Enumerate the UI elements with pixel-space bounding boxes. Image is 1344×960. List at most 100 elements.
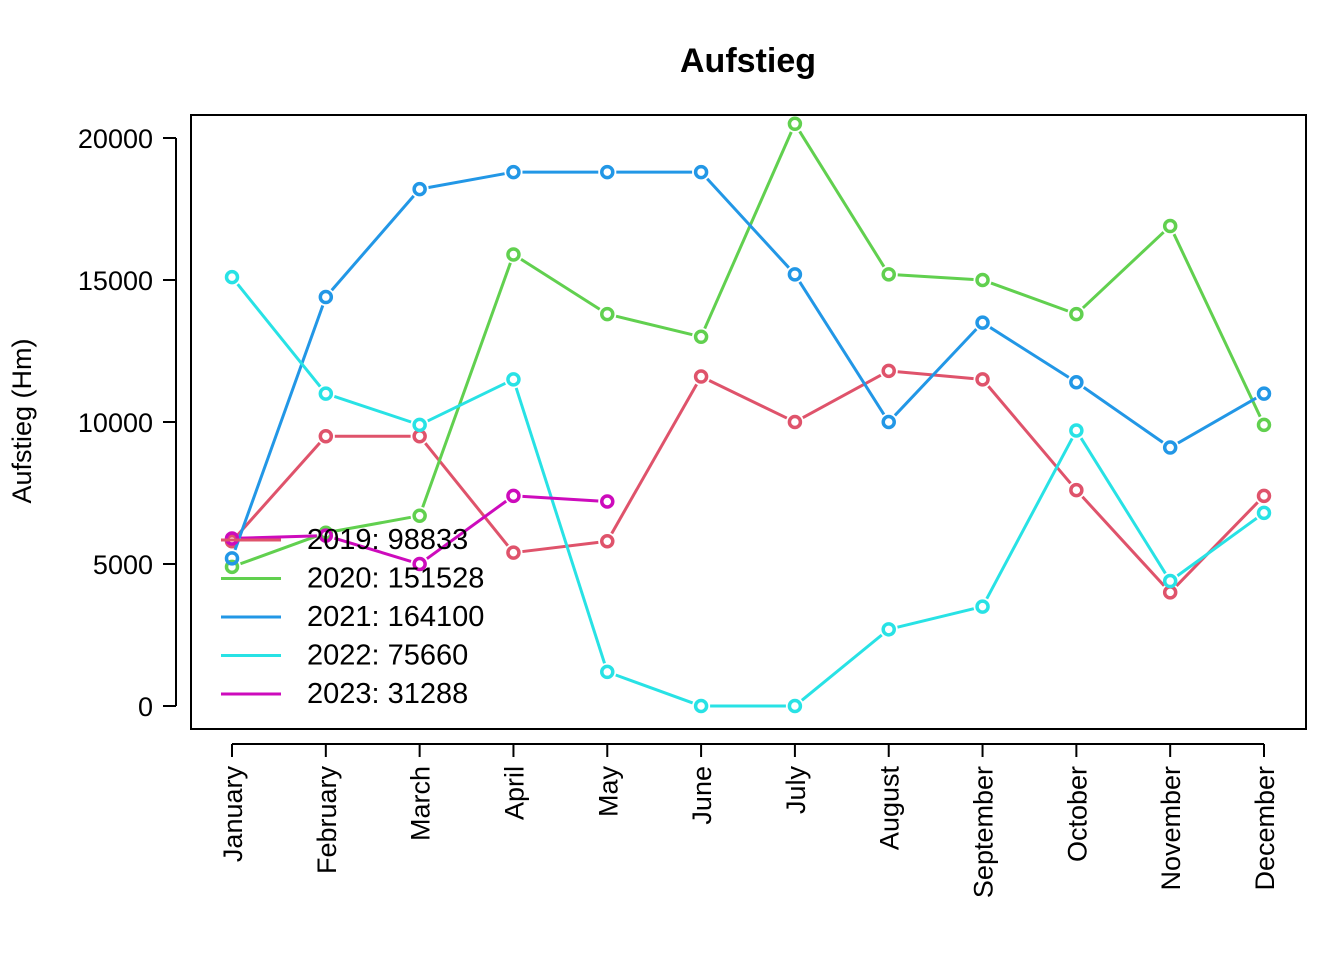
data-point: [693, 369, 709, 384]
series-line-segment: [800, 633, 883, 702]
legend-label: 2020: 151528: [307, 563, 484, 595]
data-point: [600, 534, 615, 549]
y-tick-label: 0: [138, 692, 153, 722]
x-tick-label: October: [1062, 766, 1092, 862]
series-5: [224, 488, 615, 572]
data-point: [1069, 423, 1084, 438]
legend-label: 2021: 164100: [307, 601, 484, 633]
x-tick-label: June: [687, 766, 717, 825]
series-line-segment: [893, 328, 978, 417]
data-point: [693, 164, 709, 180]
series-line-segment: [987, 385, 1072, 485]
data-point: [693, 329, 709, 345]
data-point: [506, 164, 521, 180]
series-line-segment: [615, 673, 694, 705]
series-line-segment: [514, 387, 606, 664]
series-line-segment: [610, 383, 698, 535]
series-line-segment: [1082, 386, 1164, 444]
data-point: [412, 508, 427, 523]
data-point: [975, 272, 990, 288]
data-point: [1256, 505, 1272, 521]
series-line-segment: [240, 534, 317, 540]
data-point: [600, 664, 615, 680]
series-3: [224, 164, 1272, 566]
series-line-segment: [522, 494, 599, 503]
series-line-segment: [1079, 437, 1167, 575]
series-line-segment: [1172, 233, 1262, 418]
series-line-segment: [421, 262, 512, 508]
data-point: [1069, 306, 1084, 322]
legend-label: 2023: 31288: [307, 678, 468, 710]
series-line-segment: [802, 373, 882, 420]
x-axis: January February March April May June July Augu…: [218, 743, 1280, 898]
data-point: [506, 247, 521, 262]
y-tick-label: 15000: [78, 266, 153, 296]
series-line-segment: [798, 281, 886, 416]
data-point: [1069, 482, 1084, 498]
data-point: [881, 267, 896, 282]
data-point: [881, 414, 896, 430]
data-point: [693, 698, 709, 714]
legend: 2019: 98833 2020: 151528 2021: 164100 2022:…: [221, 524, 484, 710]
x-tick-label: April: [499, 766, 529, 820]
series-line-segment: [897, 370, 974, 381]
data-point: [224, 551, 240, 566]
data-point: [1256, 488, 1272, 504]
series-line-segment: [1175, 501, 1259, 587]
y-tick-label: 5000: [93, 550, 153, 580]
series-line-segment: [615, 314, 693, 337]
data-point: [787, 267, 803, 282]
series-line-segment: [520, 258, 601, 311]
series-line-segment: [985, 437, 1074, 600]
data-point: [318, 386, 334, 401]
series-line-segment: [334, 515, 412, 533]
data-point: [1256, 417, 1272, 433]
series-line-segment: [897, 273, 974, 281]
data-point: [881, 363, 896, 379]
data-point: [787, 414, 803, 430]
data-point: [1256, 386, 1272, 401]
data-point: [1162, 218, 1178, 234]
series-line-segment: [989, 326, 1070, 379]
data-point: [1069, 374, 1084, 390]
data-point: [318, 528, 334, 543]
y-tick-label: 10000: [78, 408, 153, 438]
data-point: [224, 269, 240, 285]
x-tick-label: September: [969, 766, 999, 898]
data-point: [881, 622, 896, 637]
series-line-segment: [333, 395, 412, 424]
x-tick-label: August: [875, 766, 905, 851]
y-tick-label: 20000: [78, 124, 153, 154]
series-line-segment: [428, 172, 505, 189]
series-line-segment: [522, 540, 599, 554]
data-point: [975, 372, 990, 387]
data-point: [412, 428, 427, 444]
series-line-segment: [703, 131, 793, 330]
series-line-segment: [1176, 516, 1258, 577]
series-line-segment: [798, 130, 886, 268]
data-point: [506, 488, 521, 504]
series-line-segment: [1081, 231, 1165, 310]
series-line-segment: [239, 534, 318, 566]
x-tick-label: May: [593, 766, 623, 818]
data-point: [787, 116, 803, 132]
series-line-segment: [897, 607, 975, 629]
series-line-segment: [426, 499, 508, 560]
plot-frame: [190, 114, 1307, 730]
data-point: [224, 531, 240, 546]
data-point: [975, 599, 990, 614]
data-point: [506, 545, 521, 560]
y-axis-label: Aufstieg (Hm): [7, 338, 37, 503]
x-tick-label: July: [781, 766, 811, 815]
data-point: [318, 289, 334, 305]
series-line-segment: [990, 281, 1069, 313]
x-tick-label: March: [406, 766, 436, 841]
x-tick-label: January: [218, 766, 248, 863]
data-point: [600, 164, 615, 180]
data-point: [600, 494, 615, 509]
series-1: [224, 363, 1272, 600]
data-point: [412, 417, 427, 433]
series-2: [224, 116, 1272, 575]
series-line-segment: [233, 305, 325, 551]
